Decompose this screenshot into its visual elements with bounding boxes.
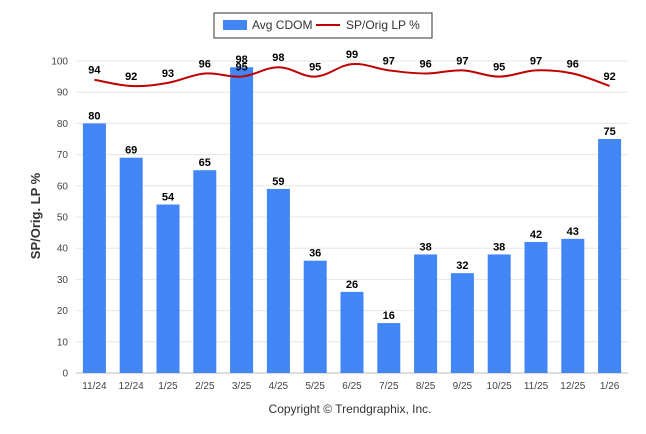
bar-value-label: 98 [235,54,247,66]
y-tick-label: 50 [57,213,69,224]
bar [598,139,622,373]
bar-value-label: 38 [493,241,505,253]
sp-orig-line [94,62,610,88]
line-value-label: 95 [235,62,247,74]
x-tick-label: 5/25 [305,381,325,392]
y-tick-label: 80 [57,119,69,130]
y-tick-label: 100 [51,57,68,68]
line-value-label: 99 [346,49,358,61]
x-tick-label: 11/25 [524,381,549,392]
bar-value-label: 65 [199,157,211,169]
bar [82,123,106,374]
bar-value-label: 38 [419,241,431,253]
x-tick-label: 1/25 [158,381,178,392]
x-tick-label: 4/25 [269,381,289,392]
bar-value-label: 59 [272,176,284,188]
x-tick-label: 12/24 [119,381,144,392]
line-value-label: 96 [567,58,579,70]
legend-label-sp-orig: SP/Orig LP % [346,18,420,32]
line-value-label: 92 [125,71,137,83]
bar-value-label: 54 [162,192,175,204]
bar [414,254,438,373]
y-tick-label: 10 [57,337,69,348]
x-tick-label: 6/25 [342,381,362,392]
line-value-label: 97 [383,55,395,67]
bar-value-label: 16 [383,310,395,322]
bar [340,291,364,373]
y-tick-label: 0 [62,369,68,380]
bar-value-label: 43 [567,226,579,238]
bar-value-label: 42 [530,229,542,241]
line-series [94,62,610,88]
bar-value-label: 26 [346,279,358,291]
bar [193,170,217,373]
bar-series [82,67,622,374]
line-value-label: 96 [419,58,431,70]
y-tick-label: 60 [57,181,69,192]
y-tick-label: 90 [57,88,69,99]
x-tick-label: 12/25 [560,381,585,392]
y-tick-label: 40 [57,244,69,255]
y-tick-label: 30 [57,275,69,286]
bar-value-label: 32 [456,260,468,272]
x-axis-ticks: 11/24 12/24 1/25 2/25 3/25 4/25 5/25 6/25 7/25 8/… [82,381,620,392]
bar-value-label: 36 [309,248,321,260]
line-value-label: 97 [530,55,542,67]
bar [524,241,548,373]
bar [561,238,585,373]
bar [266,188,290,373]
bar-value-label: 69 [125,145,137,157]
x-tick-label: 2/25 [195,381,215,392]
bar-value-label: 80 [88,110,100,122]
bar [450,273,474,373]
x-tick-label: 7/25 [379,381,399,392]
line-value-label: 93 [162,68,174,80]
bar-value-label: 75 [603,126,615,138]
line-value-label: 94 [88,65,101,77]
y-tick-label: 20 [57,306,69,317]
x-tick-label: 9/25 [453,381,473,392]
y-tick-label: 70 [57,150,69,161]
copyright-footer: Copyright © Trendgraphix, Inc. [269,402,432,416]
line-value-label: 95 [493,62,505,74]
y-axis-ticks: 0 10 20 30 40 50 60 70 80 90 100 [51,57,68,380]
line-value-label: 95 [309,62,321,74]
line-value-label: 98 [272,52,284,64]
data-labels: 80 69 54 65 98 59 36 26 16 38 32 38 42 43 75 94 92 93 96 95… [88,49,615,322]
x-tick-label: 11/24 [82,381,107,392]
x-tick-label: 8/25 [416,381,436,392]
x-tick-label: 3/25 [232,381,252,392]
y-axis-title: SP/Orig. LP % [28,172,43,259]
bar [230,67,254,374]
x-tick-label: 1/26 [600,381,620,392]
bar [303,260,327,373]
bar [487,254,511,373]
line-value-label: 92 [603,71,615,83]
bar [156,204,180,373]
bar [377,323,401,373]
line-value-label: 97 [456,55,468,67]
bar [119,157,143,373]
x-tick-label: 10/25 [487,381,512,392]
legend: Avg CDOM SP/Orig LP % [213,12,433,39]
legend-bar-swatch [223,20,247,30]
legend-label-avg-cdom: Avg CDOM [252,18,312,32]
line-value-label: 96 [199,58,211,70]
